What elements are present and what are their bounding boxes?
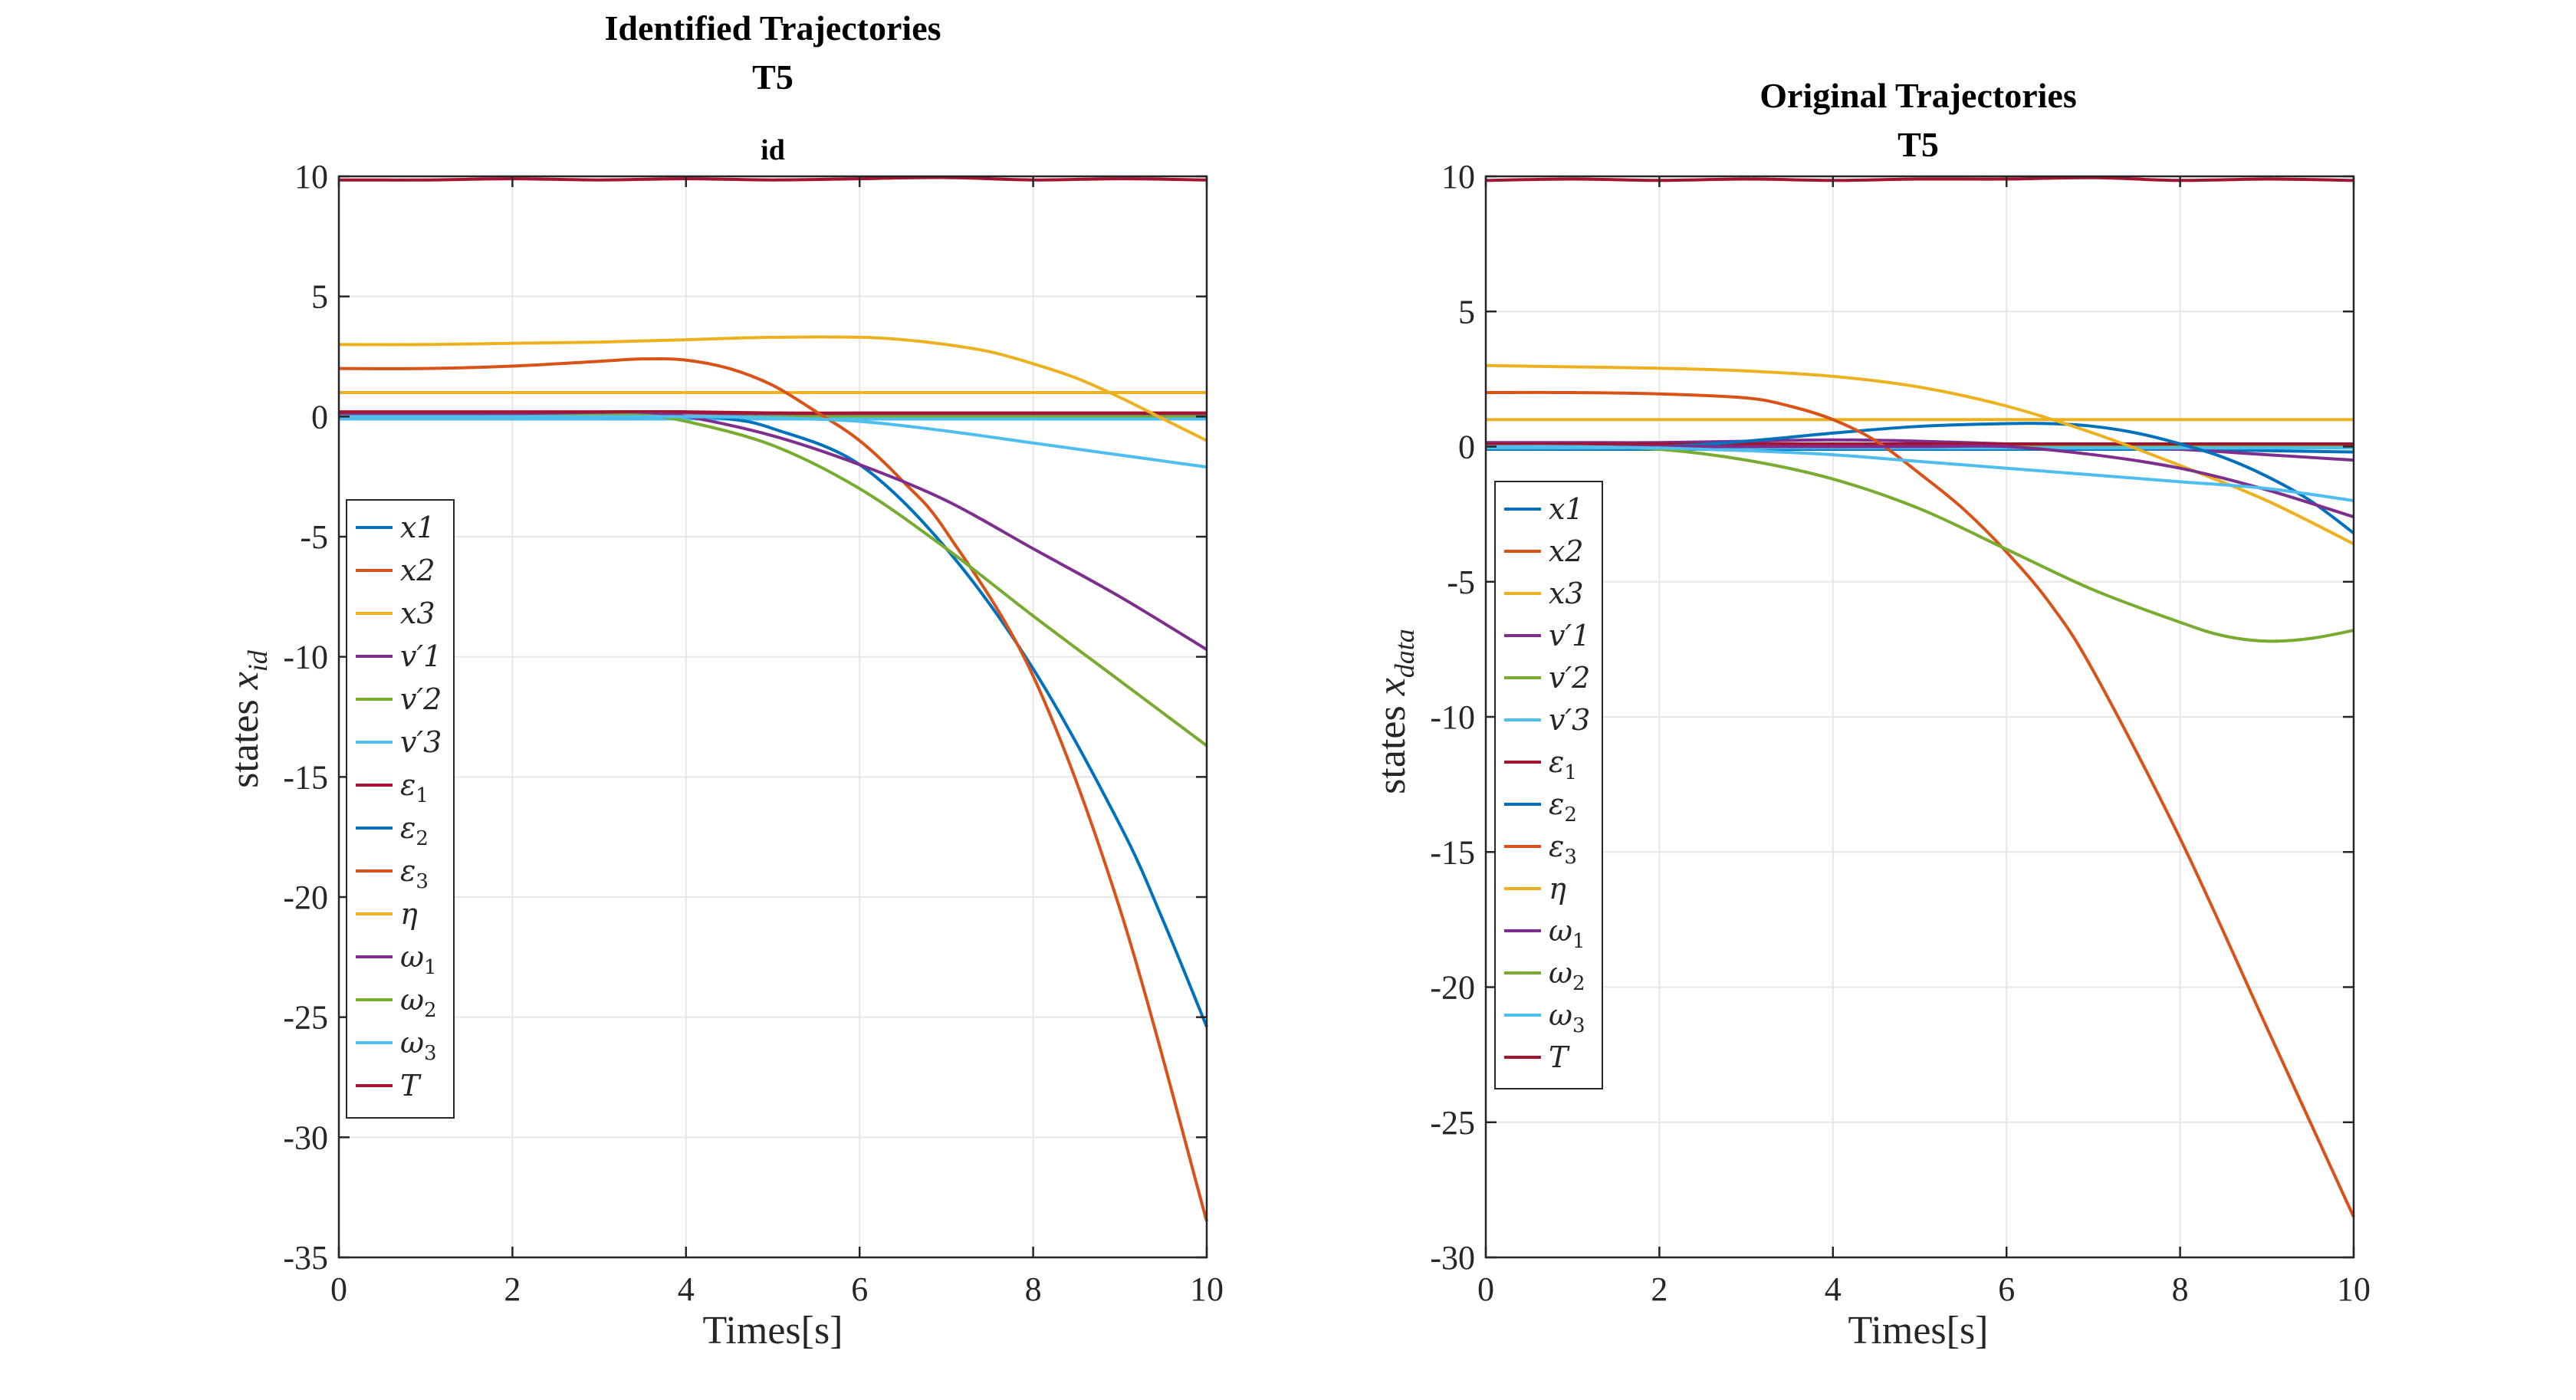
right-x-tick-label: 0 bbox=[1477, 1270, 1494, 1308]
right-legend-label-0: x1 bbox=[1549, 492, 1584, 526]
left-series-line-13 bbox=[338, 176, 1208, 182]
right-legend-label-3: v′1 bbox=[1549, 619, 1590, 652]
left-series-line-8 bbox=[338, 357, 1208, 1222]
left-y-tick-label: -35 bbox=[283, 1239, 328, 1277]
right-legend-label-2: x3 bbox=[1549, 577, 1584, 610]
left-legend-label-0: x1 bbox=[400, 511, 435, 544]
left-chart-subsubtitle: id bbox=[761, 134, 785, 166]
right-legend-label-12: ω3 bbox=[1549, 998, 1585, 1037]
right-y-tick-label: 10 bbox=[1441, 158, 1475, 196]
right-y-tick-label: 0 bbox=[1458, 429, 1475, 466]
left-y-tick-label: -10 bbox=[283, 639, 328, 676]
left-legend-label-12: ω3 bbox=[400, 1026, 437, 1065]
right-legend-label-7: ε2 bbox=[1549, 787, 1577, 827]
right-legend-label-6: ε1 bbox=[1549, 745, 1577, 784]
right-chart-title: Original Trajectories bbox=[1760, 76, 2076, 115]
left-legend-label-5: v′3 bbox=[400, 725, 442, 759]
left-legend-label-11: ω2 bbox=[400, 983, 437, 1022]
right-series-line-8 bbox=[1485, 390, 2355, 1218]
right-x-tick-label: 10 bbox=[2337, 1270, 2371, 1308]
left-series-line-6 bbox=[339, 409, 1207, 415]
left-legend-label-4: v′2 bbox=[400, 682, 442, 716]
right-x-tick-label: 2 bbox=[1651, 1270, 1668, 1308]
right-legend-label-4: v′2 bbox=[1549, 661, 1590, 695]
left-x-tick-label: 0 bbox=[330, 1270, 347, 1308]
left-chart-panel: Identified Trajectories T5 id Times[s] s… bbox=[223, 8, 1224, 1352]
left-legend-label-8: ε3 bbox=[400, 854, 429, 893]
left-legend-label-10: ω1 bbox=[400, 940, 437, 979]
left-y-tick-label: -30 bbox=[283, 1119, 328, 1156]
left-legend-label-7: ε2 bbox=[400, 811, 429, 850]
left-legend-box bbox=[346, 499, 455, 1119]
left-y-tick-label: 5 bbox=[311, 278, 328, 316]
right-legend-label-8: ε3 bbox=[1549, 830, 1577, 869]
right-legend-label-13: T bbox=[1549, 1040, 1570, 1074]
left-legend-label-6: ε1 bbox=[400, 768, 429, 807]
right-legend-label-1: x2 bbox=[1549, 534, 1584, 568]
right-series-line-9 bbox=[1485, 363, 2354, 546]
left-series-line-12 bbox=[339, 415, 1208, 469]
right-x-tick-label: 6 bbox=[1998, 1270, 2015, 1308]
left-y-tick-label: -25 bbox=[283, 999, 328, 1037]
right-x-tick-label: 4 bbox=[1825, 1270, 1842, 1308]
left-legend-label-13: T bbox=[400, 1069, 422, 1103]
left-axes-box bbox=[337, 175, 1208, 1259]
left-chart-subtitle: T5 bbox=[752, 58, 794, 97]
left-legend-label-3: v′1 bbox=[400, 639, 442, 673]
left-x-tick-label: 2 bbox=[504, 1270, 521, 1308]
left-y-tick-label: -5 bbox=[300, 518, 328, 556]
right-x-tick-label: 8 bbox=[2172, 1270, 2189, 1308]
right-y-tick-label: -10 bbox=[1430, 698, 1475, 736]
left-series-group bbox=[338, 176, 1208, 1222]
left-y-tick-label: -20 bbox=[283, 879, 328, 916]
left-x-tick-label: 8 bbox=[1025, 1270, 1042, 1308]
right-y-tick-label: -25 bbox=[1430, 1104, 1475, 1142]
right-series-line-12 bbox=[1485, 445, 2354, 502]
left-x-tick-label: 10 bbox=[1190, 1270, 1224, 1308]
right-legend-label-9: η bbox=[1549, 872, 1566, 905]
left-legend-label-2: x3 bbox=[400, 596, 435, 630]
left-y-tick-label: -15 bbox=[283, 758, 328, 796]
left-chart-title: Identified Trajectories bbox=[604, 8, 941, 48]
right-y-tick-label: -30 bbox=[1430, 1239, 1475, 1277]
left-y-tick-label: 0 bbox=[311, 398, 328, 435]
right-chart-subtitle: T5 bbox=[1898, 125, 1939, 164]
right-series-group bbox=[1485, 176, 2355, 1218]
right-legend-label-10: ω1 bbox=[1549, 914, 1585, 953]
left-x-tick-label: 6 bbox=[851, 1270, 868, 1308]
right-y-tick-label: 5 bbox=[1458, 293, 1475, 330]
left-x-tick-label: 4 bbox=[678, 1270, 695, 1308]
left-y-tick-label: 10 bbox=[294, 158, 328, 196]
right-legend-label-5: v′3 bbox=[1549, 703, 1590, 737]
right-x-axis-label: Times[s] bbox=[1848, 1309, 1988, 1352]
right-legend-label-11: ω2 bbox=[1549, 956, 1585, 995]
right-y-tick-label: -15 bbox=[1430, 833, 1475, 871]
left-legend-label-1: x2 bbox=[400, 554, 435, 587]
right-y-tick-label: -5 bbox=[1447, 564, 1475, 601]
left-legend-label-9: η bbox=[400, 897, 418, 931]
left-legend: x1 x2 x3 v′1 v′2 v′3 ε1 ε2 ε3 η ω1 ω2 ω3 T bbox=[346, 499, 455, 1119]
right-legend-box bbox=[1494, 481, 1603, 1089]
left-x-axis-label: Times[s] bbox=[702, 1309, 843, 1352]
right-chart-panel: Original Trajectories T5 Times[s] states… bbox=[1370, 76, 2371, 1352]
left-y-axis-label: states xid bbox=[223, 649, 273, 788]
right-y-axis-label: states xdata bbox=[1370, 629, 1420, 794]
right-y-tick-label: -20 bbox=[1430, 969, 1475, 1007]
left-series-line-9 bbox=[338, 335, 1208, 442]
right-series-line-13 bbox=[1485, 176, 2354, 182]
